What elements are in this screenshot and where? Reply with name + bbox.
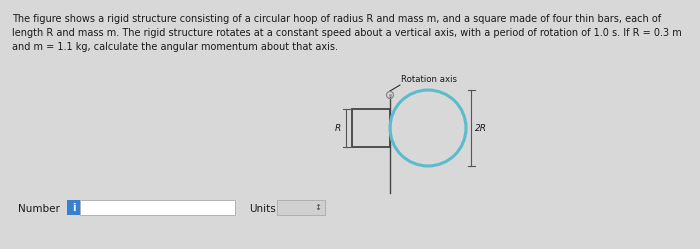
Text: i: i <box>71 202 76 212</box>
Text: R: R <box>335 124 341 132</box>
Text: length R and mass m. The rigid structure rotates at a constant speed about a ver: length R and mass m. The rigid structure… <box>12 28 682 38</box>
FancyBboxPatch shape <box>277 200 325 215</box>
FancyBboxPatch shape <box>80 200 235 215</box>
Text: 2R: 2R <box>475 124 487 132</box>
Text: and m = 1.1 kg, calculate the angular momentum about that axis.: and m = 1.1 kg, calculate the angular mo… <box>12 42 338 52</box>
Text: Units: Units <box>249 203 276 213</box>
Text: The figure shows a rigid structure consisting of a circular hoop of radius R and: The figure shows a rigid structure consi… <box>12 14 661 24</box>
Text: Rotation axis: Rotation axis <box>401 75 457 84</box>
Text: ↕: ↕ <box>314 203 321 212</box>
Text: Number: Number <box>18 203 60 213</box>
Bar <box>352 109 390 147</box>
FancyBboxPatch shape <box>67 200 80 215</box>
